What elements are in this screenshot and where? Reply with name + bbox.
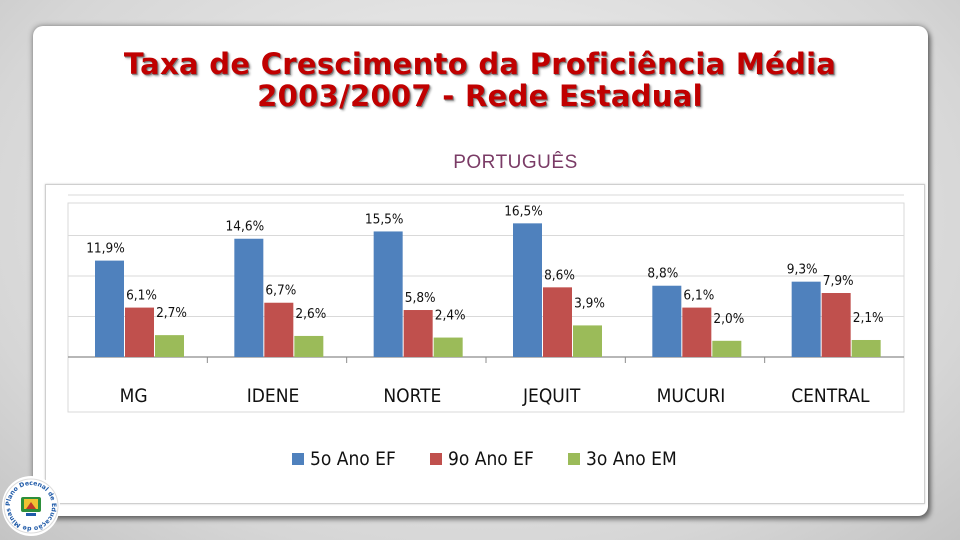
- bar: [682, 307, 712, 357]
- data-label: 14,6%: [226, 219, 265, 235]
- bar: [791, 281, 821, 357]
- chart-subject-label: PORTUGUÊS: [453, 152, 578, 173]
- title-line-1: Taxa de Crescimento da Proficiência Médi…: [123, 47, 837, 81]
- data-label: 8,8%: [647, 266, 678, 282]
- data-label: 3,9%: [574, 295, 605, 311]
- x-tick-label: MUCURI: [657, 385, 726, 407]
- education-plan-logo-icon: Plano Decenal de Educação de Minas Gerai…: [2, 476, 60, 536]
- chart-panel: 11,9% 6,1% 2,7% MG 14,6% 6,7% 2,6% IDENE 15,5% 5,…: [45, 184, 925, 504]
- bar: [125, 307, 154, 357]
- bar: [712, 340, 742, 357]
- x-tick-label: CENTRAL: [791, 385, 870, 407]
- bar: [513, 223, 542, 357]
- legend-swatch: [292, 453, 304, 465]
- data-label: 9,3%: [787, 262, 818, 278]
- x-tick-label: NORTE: [383, 385, 441, 407]
- bar: [403, 310, 433, 357]
- data-label: 15,5%: [365, 211, 404, 227]
- legend-swatch: [568, 453, 580, 465]
- bar: [373, 231, 403, 357]
- data-label: 2,6%: [295, 306, 326, 322]
- legend-label: 5o Ano EF: [310, 448, 396, 470]
- data-label: 6,1%: [126, 288, 157, 304]
- slide-title: Taxa de Crescimento da Proficiência Médi…: [60, 48, 900, 112]
- data-label: 2,7%: [156, 305, 187, 321]
- bar: [433, 337, 463, 357]
- data-label: 11,9%: [86, 241, 125, 257]
- data-label: 16,5%: [504, 203, 543, 219]
- bar: [821, 293, 851, 357]
- bar: [95, 260, 124, 357]
- bar-chart: 11,9%6,1%2,7%MG14,6%6,7%2,6%IDENE15,5%5,…: [67, 194, 905, 470]
- bar: [573, 325, 602, 357]
- x-tick-label: JEQUIT: [522, 385, 581, 407]
- bar: [155, 335, 184, 357]
- data-label: 7,9%: [823, 273, 854, 289]
- legend-swatch: [430, 453, 442, 465]
- data-label: 2,0%: [713, 311, 744, 327]
- title-line-2: 2003/2007 - Rede Estadual: [257, 79, 703, 113]
- bar: [543, 287, 572, 357]
- data-label: 8,6%: [544, 267, 575, 283]
- bar: [234, 238, 264, 357]
- legend-label: 3o Ano EM: [586, 448, 677, 470]
- data-label: 2,1%: [853, 310, 884, 326]
- plot-frame: [67, 202, 905, 413]
- x-tick-label: IDENE: [247, 385, 300, 407]
- bar: [264, 302, 294, 357]
- bar: [851, 339, 881, 357]
- x-tick-label: MG: [120, 385, 148, 407]
- data-label: 2,4%: [435, 308, 466, 324]
- data-label: 6,1%: [683, 288, 714, 304]
- data-label: 6,7%: [265, 283, 296, 299]
- bar: [294, 335, 324, 357]
- legend-label: 9o Ano EF: [448, 448, 534, 470]
- bar: [652, 285, 682, 357]
- data-label: 5,8%: [405, 290, 436, 306]
